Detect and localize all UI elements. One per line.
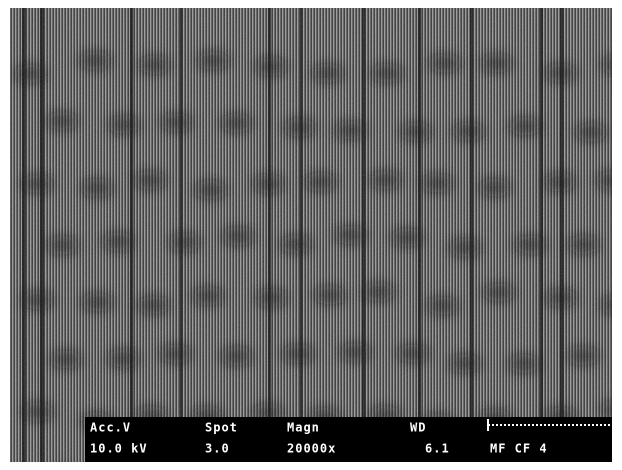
databar-value: MF CF 4 [490, 442, 548, 456]
databar-value: 20000x [287, 442, 336, 456]
noise [10, 8, 612, 462]
databar-label: Spot [205, 421, 238, 435]
databar-label: Magn [287, 421, 320, 435]
dark-spot [569, 466, 601, 470]
databar-label: Acc.V [90, 421, 131, 435]
data-bar: Acc.V Spot Magn WD 10.0 kV 3.0 20000x 6.… [85, 417, 612, 462]
micrograph [10, 8, 622, 470]
databar-value: 3.0 [205, 442, 230, 456]
databar-value: 6.1 [425, 442, 450, 456]
dark-spot [278, 463, 310, 470]
databar-label: WD [410, 421, 426, 435]
databar-value: 10.0 kV [90, 442, 148, 456]
dark-spot [105, 462, 137, 470]
page: Acc.V Spot Magn WD 10.0 kV 3.0 20000x 6.… [0, 0, 622, 470]
sem-image: Acc.V Spot Magn WD 10.0 kV 3.0 20000x 6.… [0, 0, 622, 470]
